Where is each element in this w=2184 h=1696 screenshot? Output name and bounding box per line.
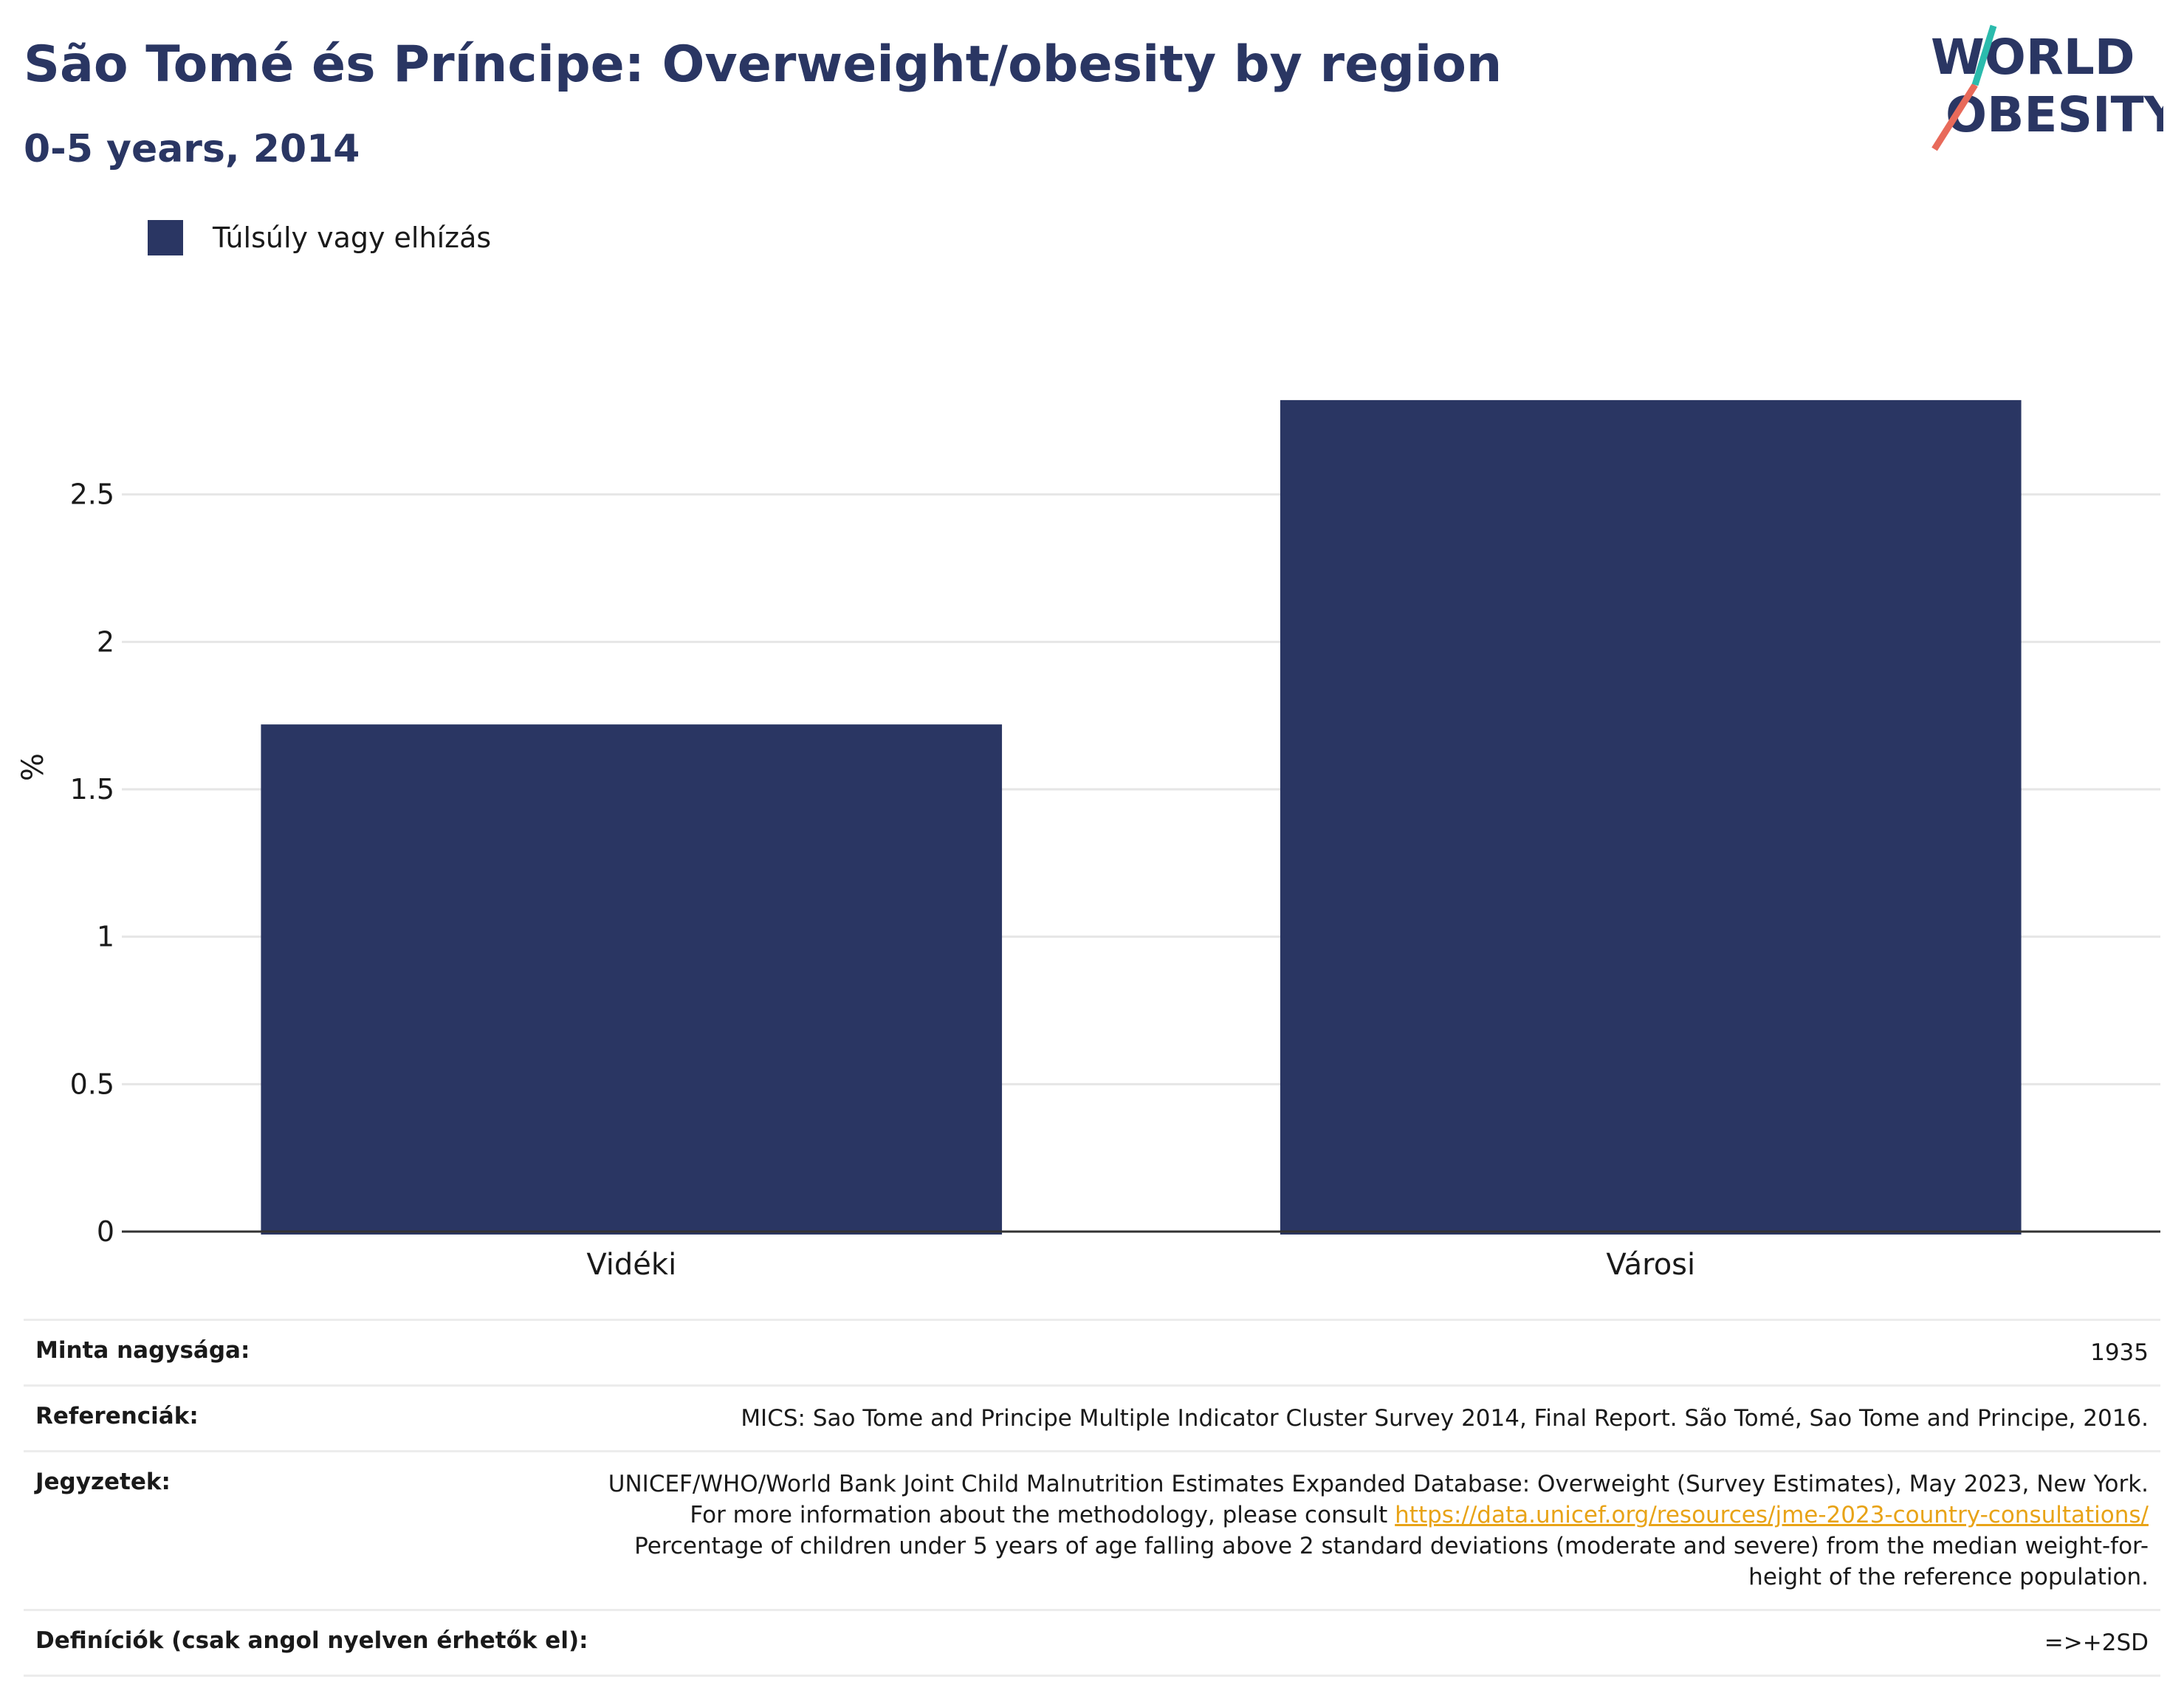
notes-text-2: Percentage of children under 5 years of … <box>634 1533 2149 1590</box>
info-row-references: Referenciák: MICS: Sao Tome and Principe… <box>24 1384 2160 1450</box>
methodology-link[interactable]: https://data.unicef.org/resources/jme-20… <box>1395 1502 2149 1528</box>
world-obesity-logo: WORLD OBESITY <box>1931 24 2163 151</box>
info-table: Minta nagysága: 1935 Referenciák: MICS: … <box>24 1319 2160 1677</box>
definitions-label: Definíciók (csak angol nyelven érhetők e… <box>35 1627 588 1654</box>
x-axis-labels: Vidéki Városi <box>586 1248 1695 1282</box>
logo-teal-slash <box>1971 24 1997 86</box>
y-tick-label: 1.5 <box>70 773 114 806</box>
logo-line2: OBESITY <box>1946 86 2163 143</box>
legend: Túlsúly vagy elhízás <box>148 220 491 255</box>
chart-subtitle: 0-5 years, 2014 <box>24 127 360 171</box>
x-category-label: Városi <box>1606 1248 1695 1282</box>
definitions-value: =>+2SD <box>2044 1630 2149 1656</box>
y-tick-label: 2 <box>97 625 114 658</box>
x-category-label: Vidéki <box>586 1248 676 1282</box>
bar-chart: 0 0.5 1 1.5 2 2.5 Vidéki Városi % <box>16 399 2160 1282</box>
info-row-notes: Jegyzetek: UNICEF/WHO/World Bank Joint C… <box>24 1450 2160 1609</box>
sample-size-value: 1935 <box>2090 1339 2149 1366</box>
references-label: Referenciák: <box>35 1403 199 1429</box>
notes-label: Jegyzetek: <box>35 1469 171 1495</box>
sample-size-label: Minta nagysága: <box>35 1337 250 1364</box>
y-axis-title: % <box>16 753 50 781</box>
y-axis-ticks: 0 0.5 1 1.5 2 2.5 <box>70 478 114 1248</box>
y-tick-label: 1 <box>97 921 114 953</box>
bar-0 <box>261 724 1003 1235</box>
notes-text-1: UNICEF/WHO/World Bank Joint Child Malnut… <box>608 1471 2149 1528</box>
references-value: MICS: Sao Tome and Principe Multiple Ind… <box>741 1405 2149 1432</box>
logo-coral-slash <box>1931 83 1978 151</box>
legend-label: Túlsúly vagy elhízás <box>213 222 492 254</box>
chart-title: São Tomé és Príncipe: Overweight/obesity… <box>24 35 1503 94</box>
info-row-definitions: Definíciók (csak angol nyelven érhetők e… <box>24 1609 2160 1677</box>
info-row-sample: Minta nagysága: 1935 <box>24 1319 2160 1384</box>
y-tick-label: 0 <box>97 1215 114 1248</box>
bars <box>261 399 2022 1235</box>
y-tick-label: 2.5 <box>70 478 114 511</box>
logo-line1: WORLD <box>1931 29 2135 86</box>
notes-value: UNICEF/WHO/World Bank Joint Child Malnut… <box>598 1469 2149 1593</box>
bar-1 <box>1280 399 2022 1235</box>
y-tick-label: 0.5 <box>70 1068 114 1100</box>
legend-swatch <box>148 220 183 255</box>
